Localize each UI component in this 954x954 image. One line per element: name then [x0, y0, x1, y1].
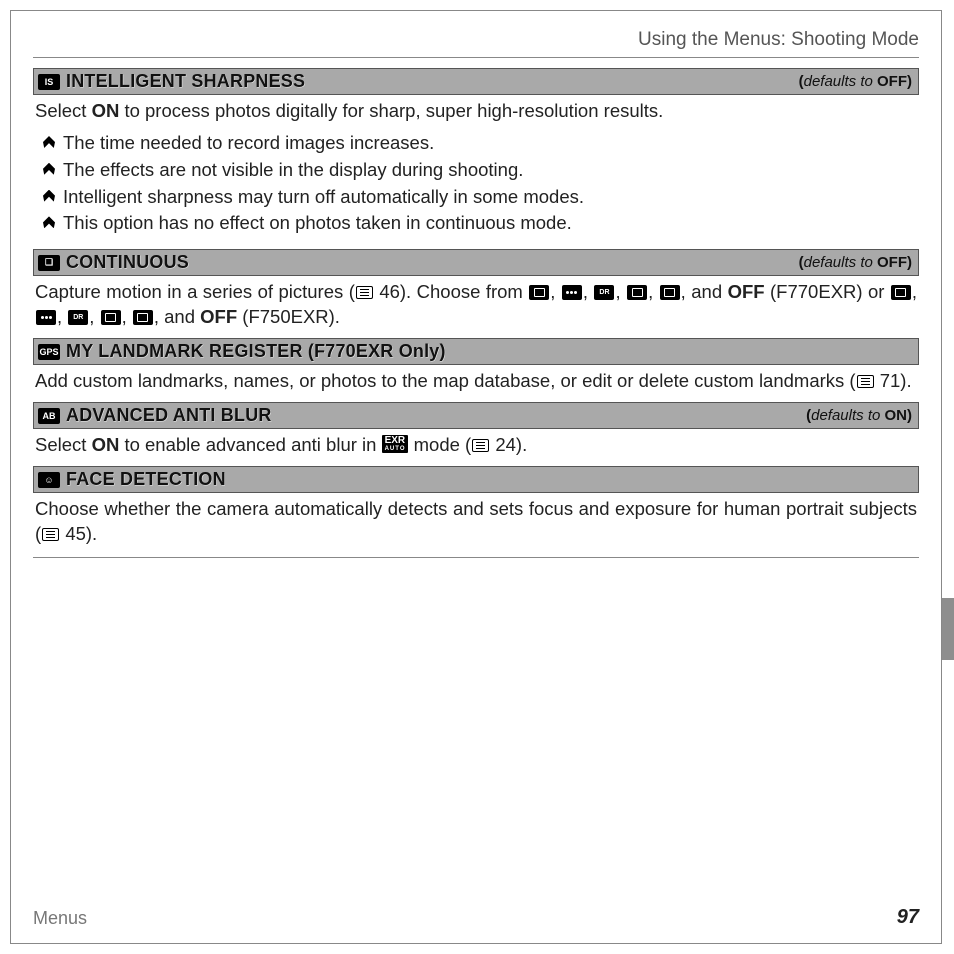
default-badge: (defaults to OFF) [799, 254, 912, 271]
page-header: Using the Menus: Shooting Mode [33, 29, 919, 58]
mode-icon [627, 285, 647, 300]
mode-icon [101, 310, 121, 325]
section-header-antiblur: AB ADVANCED ANTI BLUR (defaults to ON) [33, 402, 919, 429]
antiblur-icon: AB [38, 408, 60, 424]
section-header-face: ☺ FACE DETECTION [33, 466, 919, 493]
breadcrumb: Using the Menus: Shooting Mode [638, 29, 919, 50]
section-title: ADVANCED ANTI BLUR [66, 405, 272, 426]
note-item: This option has no effect on photos take… [43, 210, 919, 237]
page-ref-icon [857, 375, 874, 388]
section-title: FACE DETECTION [66, 469, 226, 490]
mode-icon [562, 285, 582, 300]
page-ref-icon [472, 439, 489, 452]
default-badge: (defaults to ON) [806, 407, 912, 424]
section-title: CONTINUOUS [66, 252, 189, 273]
continuous-icon: ❏ [38, 255, 60, 271]
section-header-landmark: GPS MY LANDMARK REGISTER (F770EXR Only) [33, 338, 919, 365]
exr-mode-icon: EXRAUTO [382, 435, 409, 453]
section-header-continuous: ❏ CONTINUOUS (defaults to OFF) [33, 249, 919, 276]
page-footer: Menus 97 [33, 898, 919, 929]
mode-icon [891, 285, 911, 300]
mode-icon [68, 310, 88, 325]
default-badge: (defaults to OFF) [799, 73, 912, 90]
section-title: MY LANDMARK REGISTER (F770EXR Only) [66, 341, 446, 362]
page-number: 97 [897, 906, 919, 929]
mode-icon [660, 285, 680, 300]
section-body: Capture motion in a series of pictures (… [33, 276, 919, 334]
side-tab [942, 598, 954, 660]
face-icon: ☺ [38, 472, 60, 488]
mode-icon [594, 285, 614, 300]
page-ref-icon [42, 528, 59, 541]
mode-icon [529, 285, 549, 300]
note-item: The effects are not visible in the displ… [43, 157, 919, 184]
section-body: Add custom landmarks, names, or photos t… [33, 365, 919, 398]
section-header-sharpness: IS INTELLIGENT SHARPNESS (defaults to OF… [33, 68, 919, 95]
mode-icon [36, 310, 56, 325]
note-item: Intelligent sharpness may turn off autom… [43, 184, 919, 211]
notes-list: The time needed to record images increas… [33, 128, 919, 245]
note-item: The time needed to record images increas… [43, 130, 919, 157]
manual-page: Using the Menus: Shooting Mode IS INTELL… [10, 10, 942, 944]
mode-icon [133, 310, 153, 325]
page-ref-icon [356, 286, 373, 299]
section-title: INTELLIGENT SHARPNESS [66, 71, 305, 92]
sharpness-icon: IS [38, 74, 60, 90]
section-body: Select ON to process photos digitally fo… [33, 95, 919, 128]
gps-icon: GPS [38, 344, 60, 360]
footer-label: Menus [33, 908, 87, 929]
section-body: Select ON to enable advanced anti blur i… [33, 429, 919, 462]
section-body: Choose whether the camera automatically … [33, 493, 919, 558]
